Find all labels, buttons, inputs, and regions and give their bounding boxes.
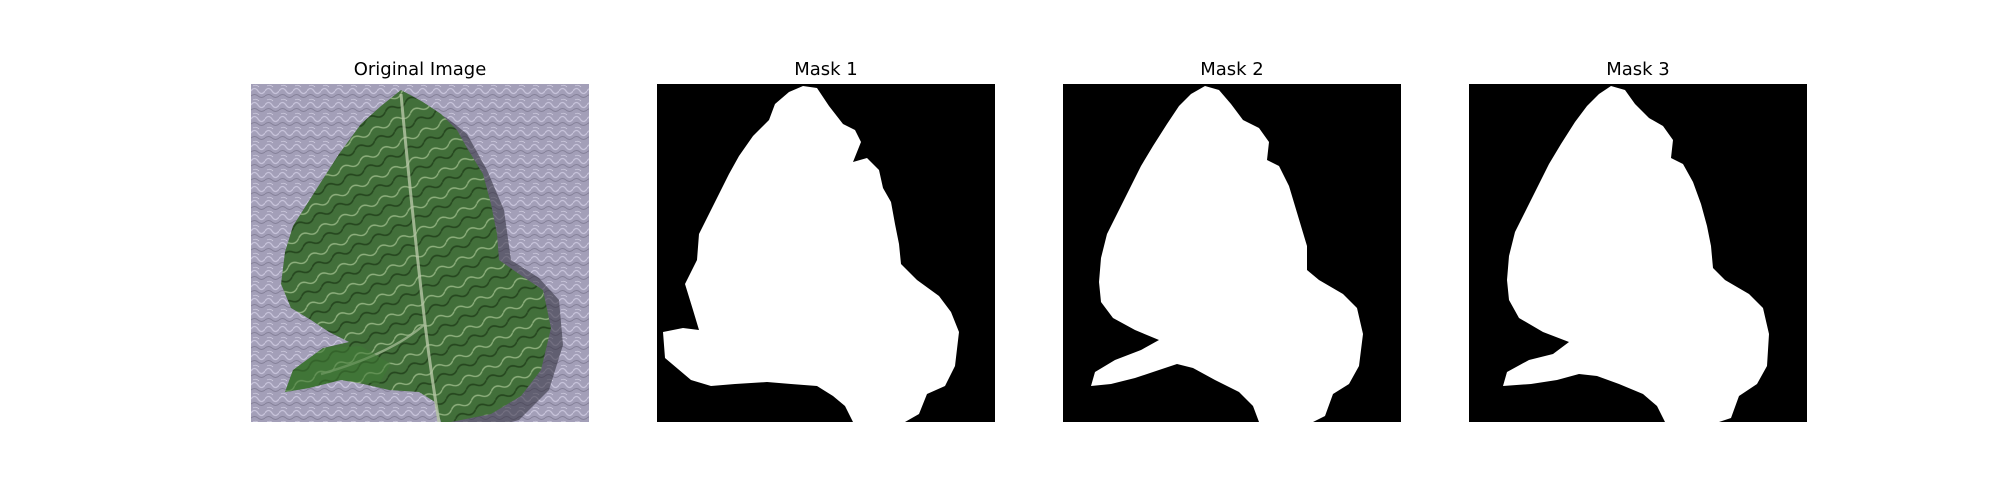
mask-2-image [1063, 84, 1401, 422]
original-image [251, 84, 589, 422]
panel-title: Mask 1 [794, 59, 858, 80]
panel-title: Mask 2 [1200, 59, 1264, 80]
panel-title: Original Image [353, 59, 487, 80]
mask-3-image [1469, 84, 1807, 422]
panel-title: Mask 3 [1606, 59, 1670, 80]
mask-1-image [657, 84, 995, 422]
